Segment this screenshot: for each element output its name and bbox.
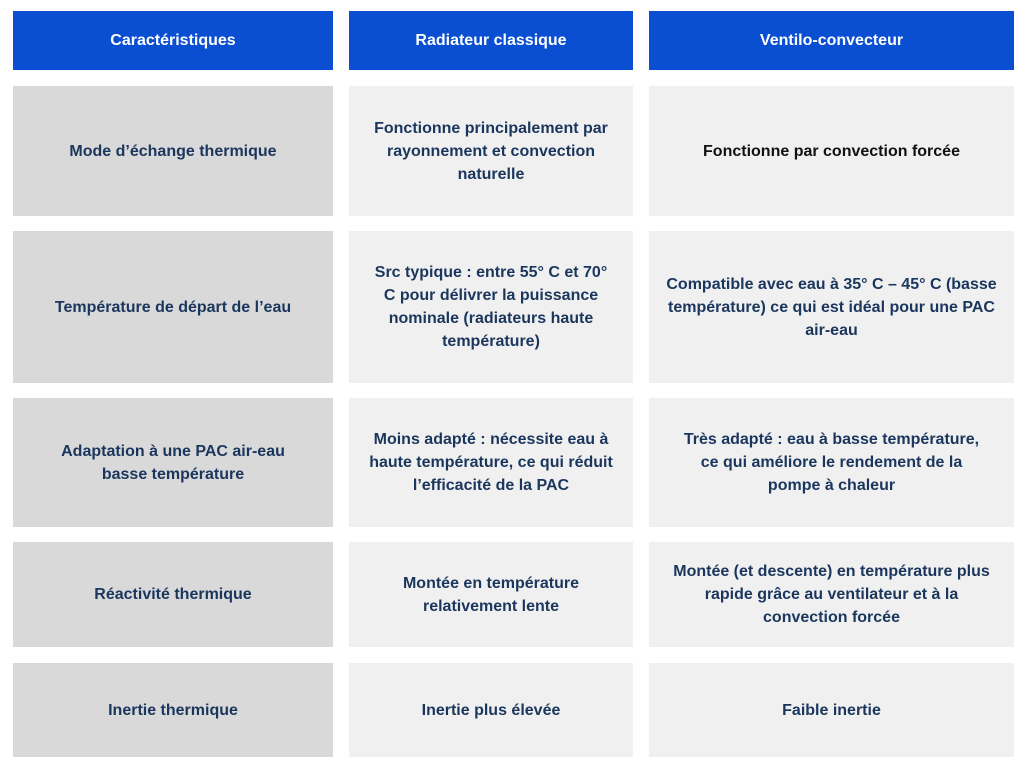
row-label: Mode d’échange thermique xyxy=(13,86,333,216)
fan-coil-cell: Fonctionne par convection forcée xyxy=(649,86,1014,216)
row-label: Inertie thermique xyxy=(13,663,333,757)
header-characteristics: Caractéristiques xyxy=(13,11,333,70)
row-label: Adaptation à une PAC air-eau basse tempé… xyxy=(13,398,333,527)
fan-coil-cell: Très adapté : eau à basse température, c… xyxy=(649,398,1014,527)
header-fan-coil: Ventilo-convecteur xyxy=(649,11,1014,70)
fan-coil-cell: Montée (et descente) en température plus… xyxy=(649,542,1014,647)
row-label: Température de départ de l’eau xyxy=(13,231,333,383)
header-classic-radiator: Radiateur classique xyxy=(349,11,633,70)
radiator-cell: Fonctionne principalement par rayonnemen… xyxy=(349,86,633,216)
radiator-cell: Inertie plus élevée xyxy=(349,663,633,757)
radiator-cell: Montée en température relativement lente xyxy=(349,542,633,647)
fan-coil-cell: Faible inertie xyxy=(649,663,1014,757)
fan-coil-cell: Compatible avec eau à 35° C – 45° C (bas… xyxy=(649,231,1014,383)
radiator-cell: Src typique : entre 55° C et 70° C pour … xyxy=(349,231,633,383)
row-label: Réactivité thermique xyxy=(13,542,333,647)
radiator-cell: Moins adapté : nécessite eau à haute tem… xyxy=(349,398,633,527)
